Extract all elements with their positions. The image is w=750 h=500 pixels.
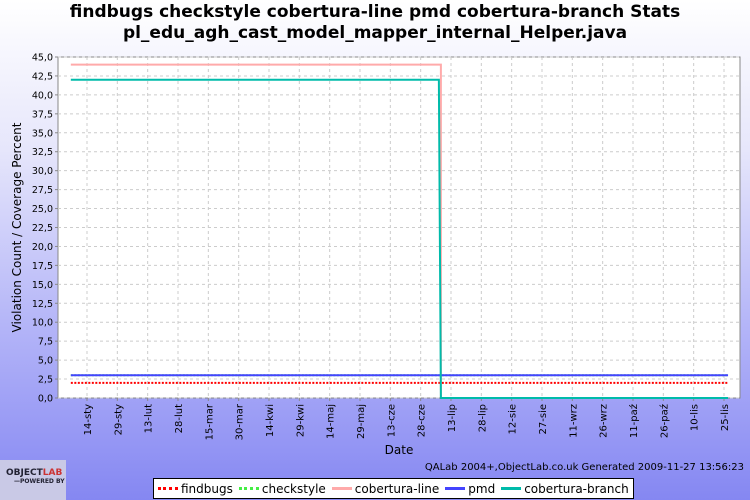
y-tick-label: 20,0 [32,242,53,253]
legend-item-checkstyle: checkstyle [238,481,326,496]
x-tick-label: 25-lis [720,404,731,431]
legend-label: cobertura-line [354,481,440,496]
footer-generated: QALab 2004+,ObjectLab.co.uk Generated 20… [424,462,744,473]
y-axis-label: Violation Count / Coverage Percent [10,122,24,332]
x-tick-label: 28-cze [417,404,428,437]
x-tick-label: 10-lis [690,404,701,431]
legend-item-findbugs: findbugs [158,482,233,496]
x-tick-label: 28-lut [174,404,185,433]
x-axis-label: Date [385,443,414,457]
legend: findbugs checkstyle cobertura-line pmd cober… [153,478,634,499]
y-tick-label: 5,0 [38,356,53,367]
legend-swatch [445,487,466,490]
x-tick-label: 11-wrz [568,404,579,438]
plot-area [57,56,741,399]
objectlab-logo: OBJECTLAB —POWERED BY [0,460,66,500]
x-tick-label: 11-paź [628,404,640,438]
y-tick-label: 42,5 [32,71,53,82]
x-tick-label: 28-lip [477,404,488,432]
x-tick-label: 14-maj [326,404,337,439]
x-tick-label: 29-sty [113,404,124,435]
y-tick-label: 35,0 [32,128,53,139]
legend-label: findbugs [181,481,233,496]
x-tick-label: 29-maj [356,404,367,439]
y-tick-label: 45,0 [32,53,53,64]
series-line-cobertura-branch [70,78,729,399]
legend-swatch [331,487,352,490]
x-tick-label: 26-wrz [599,404,610,438]
x-tick-label: 13-cze [386,404,397,437]
legend-label: cobertura-branch [524,481,629,496]
y-tick-label: 10,0 [32,318,53,329]
y-tick-label: 17,5 [32,261,53,272]
y-tick-label: 30,0 [32,166,53,177]
y-tick-label: 15,0 [32,280,53,291]
x-tick-label: 12-sie [508,404,519,434]
legend-swatch [238,487,259,490]
legend-item-pmd: pmd [445,482,495,496]
y-tick-label: 27,5 [32,185,53,196]
legend-item-cobertura-branch: cobertura-branch [501,482,629,496]
legend-label: checkstyle [261,481,326,496]
y-tick-label: 0,0 [38,394,53,405]
y-tick-label: 12,5 [32,299,53,310]
x-tick-label: 26-paź [658,404,670,438]
legend-label: pmd [468,481,496,496]
title-line-1: findbugs checkstyle cobertura-line pmd c… [69,2,681,22]
y-tick-label: 22,5 [32,223,53,234]
y-tick-label: 40,0 [32,90,53,101]
x-tick-label: 30-mar [235,403,246,440]
legend-item-cobertura-line: cobertura-line [331,481,440,496]
x-tick-label: 15-mar [204,403,215,440]
x-tick-label: 13-lip [447,404,458,432]
y-tick-label: 37,5 [32,109,53,120]
x-tick-label: 14-kwi [265,404,276,437]
legend-swatch [501,487,522,490]
x-tick-label: 29-kwi [295,404,306,437]
chart-title: findbugs checkstyle cobertura-line pmd c… [0,2,750,44]
y-tick-label: 7,5 [38,337,53,348]
y-tick-label: 2,5 [38,375,53,386]
legend-swatch [158,487,178,490]
x-tick-label: 13-lut [144,404,155,433]
x-tick-label: 14-sty [83,404,94,435]
y-tick-label: 32,5 [32,147,53,158]
title-line-2: pl_edu_agh_cast_model_mapper_internal_He… [122,23,628,43]
y-tick-label: 25,0 [32,204,53,215]
x-tick-label: 27-sie [538,404,549,434]
